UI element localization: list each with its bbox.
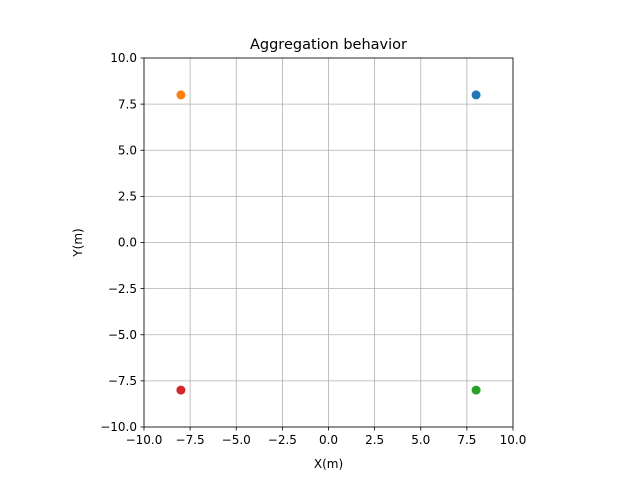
y-tick-label: 0.0: [118, 236, 137, 250]
y-tick-label: 10.0: [110, 51, 137, 65]
x-tick-label: 0.0: [319, 433, 338, 447]
x-axis-label: X(m): [314, 457, 343, 471]
y-tick-label: 2.5: [118, 190, 137, 204]
y-tick-label: −10.0: [100, 420, 137, 434]
y-tick-label: −2.5: [108, 282, 137, 296]
x-tick-label: 7.5: [457, 433, 476, 447]
y-tick-label: −5.0: [108, 328, 137, 342]
ticks-layer: −10.0 −7.5 −5.0 −2.5 0.0 2.5 5.0 7.5 10.0 −10.0 −7…: [100, 51, 526, 447]
grid-layer: [143, 57, 514, 428]
x-tick-label: 5.0: [411, 433, 430, 447]
data-point: [176, 385, 186, 395]
data-point: [176, 90, 186, 100]
data-point: [471, 90, 481, 100]
x-tick-label: −5.0: [222, 433, 251, 447]
x-tick-label: −2.5: [268, 433, 297, 447]
x-tick-label: −7.5: [176, 433, 205, 447]
x-tick-label: −10.0: [126, 433, 163, 447]
chart-title: Aggregation behavior: [250, 37, 407, 53]
x-tick-label: 2.5: [365, 433, 384, 447]
y-tick-label: 7.5: [118, 97, 137, 111]
y-axis-label: Y(m): [71, 228, 85, 257]
x-tick-label: 10.0: [500, 433, 527, 447]
points-layer: [176, 90, 481, 395]
y-tick-label: 5.0: [118, 143, 137, 157]
data-point: [471, 385, 481, 395]
y-tick-label: −7.5: [108, 374, 137, 388]
